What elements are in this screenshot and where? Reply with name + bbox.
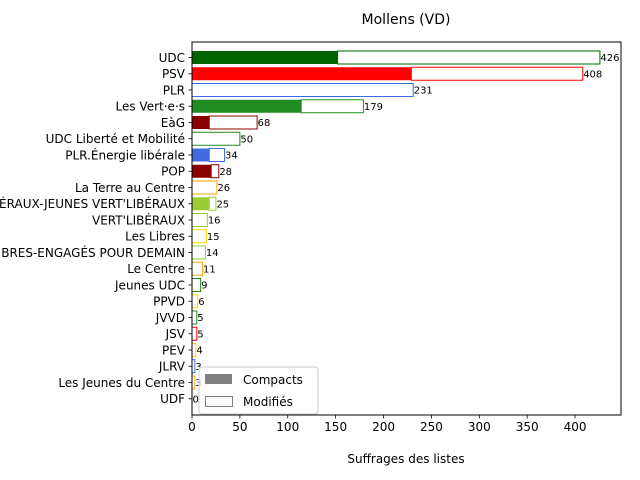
y-tick-label: PLR bbox=[163, 83, 185, 97]
x-tick-label: 350 bbox=[516, 420, 539, 434]
legend-swatch-modifies bbox=[205, 396, 233, 407]
data-label-total: 3 bbox=[195, 362, 201, 373]
y-tick-label: PEV bbox=[162, 343, 186, 357]
x-tick-label: 250 bbox=[420, 420, 443, 434]
y-tick-label: Les Vert·e·s bbox=[116, 100, 186, 114]
data-label-total: 231 bbox=[414, 86, 433, 97]
legend-swatch-compacts bbox=[205, 374, 232, 384]
bar-modifies bbox=[337, 50, 601, 65]
data-label-total: 15 bbox=[207, 232, 220, 243]
y-tick-label: UDF bbox=[160, 392, 185, 406]
legend: Compacts Modifiés bbox=[198, 366, 319, 415]
data-label-total: 4 bbox=[196, 346, 202, 357]
data-label-total: 426 bbox=[600, 53, 619, 64]
bar-modifies bbox=[208, 115, 258, 130]
y-tick-label: EàG bbox=[161, 116, 185, 130]
x-tick-label: 400 bbox=[564, 420, 587, 434]
data-label-total: 50 bbox=[240, 134, 253, 145]
bar-compacts bbox=[192, 99, 302, 113]
bar-modifies bbox=[300, 99, 364, 114]
data-label-total: 5 bbox=[197, 313, 203, 324]
bar-modifies bbox=[208, 148, 226, 162]
bar-modifies bbox=[191, 278, 202, 292]
bar-modifies bbox=[191, 213, 208, 227]
y-tick-label: UDC bbox=[159, 51, 185, 65]
chart-title: Mollens (VD) bbox=[362, 12, 451, 28]
data-label-total: 11 bbox=[203, 264, 216, 275]
plot-frame bbox=[191, 41, 622, 416]
bar-modifies bbox=[191, 245, 206, 260]
y-tick-label: Les Jeunes du Centre bbox=[58, 376, 185, 390]
bar-modifies bbox=[191, 261, 204, 276]
bar-compacts bbox=[192, 148, 210, 162]
data-label-total: 0 bbox=[193, 394, 199, 405]
y-tick-label: JLRV bbox=[158, 360, 186, 374]
bar-modifies bbox=[191, 83, 414, 97]
bars-layer bbox=[191, 50, 601, 390]
data-label-total: 28 bbox=[219, 167, 232, 178]
x-ticks: 0 50 100 150 200 250 300 350 400 bbox=[188, 415, 586, 434]
y-tick-label: PSV bbox=[162, 67, 186, 81]
y-tick-label: Le Centre bbox=[127, 262, 185, 276]
y-tick-label: JSV bbox=[165, 327, 186, 341]
x-tick-label: 50 bbox=[232, 420, 247, 434]
y-tick-label: PLR.Énergie libérale bbox=[65, 147, 185, 162]
x-tick-label: 150 bbox=[324, 420, 347, 434]
y-tick-label: VERT'LIBÉRAUX-JEUNES VERT'LIBÉRAUX bbox=[0, 196, 185, 211]
bar-compacts bbox=[192, 197, 210, 211]
bar-modifies bbox=[208, 196, 217, 211]
x-tick-label: 200 bbox=[372, 420, 395, 434]
legend-label-compacts: Compacts bbox=[243, 373, 303, 387]
bar-compacts bbox=[192, 51, 338, 64]
bar-compacts bbox=[192, 67, 412, 81]
data-label-total: 9 bbox=[201, 281, 207, 292]
bar-compacts bbox=[192, 116, 210, 129]
y-tick-label: PPVD bbox=[153, 295, 185, 309]
y-tick-label: Les Libres bbox=[125, 230, 185, 244]
bar-modifies bbox=[410, 66, 584, 81]
data-label-total: 68 bbox=[258, 118, 271, 129]
y-tick-label: LIBRES-ENGAGÉS POUR DEMAIN bbox=[0, 245, 185, 260]
x-axis-label: Suffrages des listes bbox=[347, 452, 464, 466]
data-label-total: 26 bbox=[217, 183, 230, 194]
data-label-total: 5 bbox=[197, 329, 203, 340]
data-label-total: 25 bbox=[216, 199, 229, 210]
bar-modifies bbox=[191, 180, 218, 195]
y-tick-label: Jeunes UDC bbox=[114, 278, 185, 292]
data-label-total: 34 bbox=[225, 151, 238, 162]
x-tick-label: 100 bbox=[276, 420, 299, 434]
bar-modifies bbox=[191, 310, 198, 325]
y-tick-label: POP bbox=[161, 165, 185, 179]
data-label-total: 179 bbox=[364, 102, 383, 113]
data-label-total: 16 bbox=[208, 216, 221, 227]
legend-label-modifies: Modifiés bbox=[243, 395, 293, 409]
y-tick-label: JVVD bbox=[155, 311, 185, 325]
x-tick-label: 0 bbox=[188, 420, 196, 434]
y-tick-label: VERT'LIBÉRAUX bbox=[92, 212, 185, 227]
data-label-total: 14 bbox=[206, 248, 219, 259]
bar-modifies bbox=[191, 343, 197, 357]
bar-modifies bbox=[191, 326, 198, 341]
bar-modifies bbox=[191, 294, 199, 309]
bar-modifies bbox=[210, 164, 220, 179]
y-tick-label: La Terre au Centre bbox=[75, 181, 185, 195]
x-tick-label: 300 bbox=[468, 420, 491, 434]
y-tick-labels: UDC PSV PLR Les Vert·e·s EàG UDC Liberté et M… bbox=[0, 51, 192, 406]
bar-modifies bbox=[191, 131, 241, 146]
y-tick-label: UDC Liberté et Mobilité bbox=[46, 132, 185, 146]
bar-modifies bbox=[191, 229, 207, 244]
data-label-total: 408 bbox=[583, 69, 602, 80]
bar-compacts bbox=[192, 164, 212, 178]
data-label-total: 6 bbox=[198, 297, 204, 308]
